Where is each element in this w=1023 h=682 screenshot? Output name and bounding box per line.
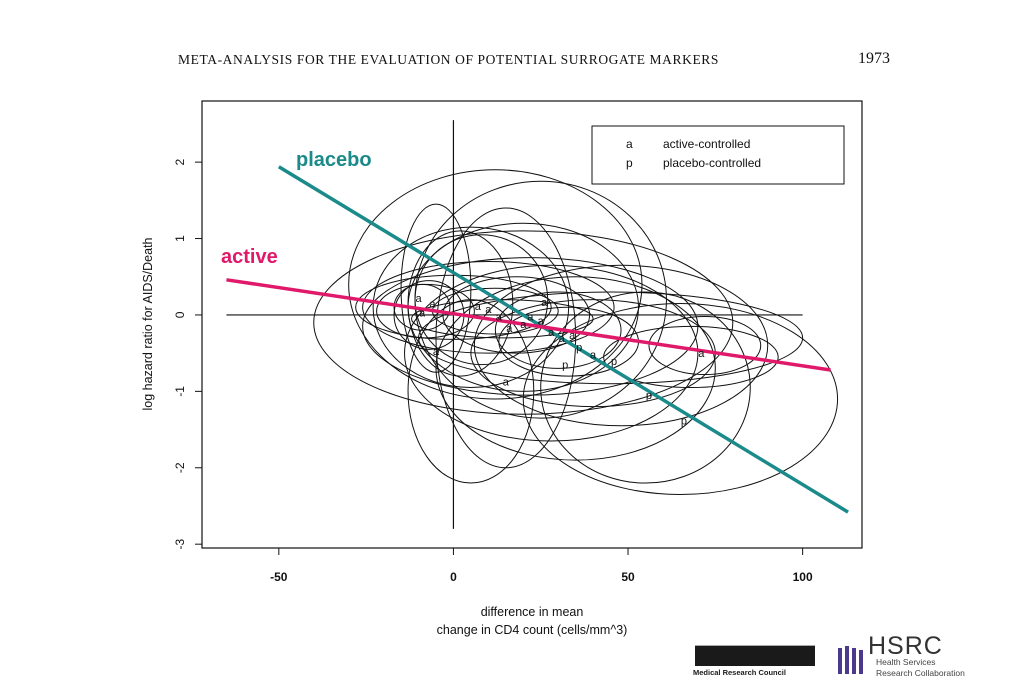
legend-label-active-controlled: active-controlled (663, 137, 750, 151)
page-header: META-ANALYSIS FOR THE EVALUATION OF POTE… (178, 50, 890, 72)
point-a-8: a (506, 323, 513, 335)
page-number: 1973 (858, 50, 890, 67)
mrc-logo (695, 645, 815, 666)
confidence-ellipses (313, 169, 839, 496)
confidence-ellipse-15 (414, 180, 667, 419)
point-a-6: a (485, 304, 492, 316)
plot-frame (201, 100, 863, 549)
confidence-ellipse-18 (313, 230, 734, 415)
confidence-ellipse-21 (404, 264, 699, 442)
y-axis-title: log hazard ratio for AIDS/Death (141, 237, 155, 410)
legend: a active-controlled p placebo-controlled (591, 125, 845, 185)
point-a-18: a (698, 348, 705, 360)
confidence-ellipse-27 (648, 315, 762, 376)
placebo-regression-line (277, 165, 849, 514)
point-p-20: p (576, 342, 582, 354)
legend-box (591, 125, 845, 185)
point-a-15: a (569, 330, 576, 342)
hsrc-subtitle-2: Research Collaboration (876, 668, 965, 678)
legend-symbol-a: a (626, 137, 633, 151)
point-a-16: a (590, 350, 597, 362)
confidence-ellipse-19 (494, 291, 622, 369)
sponsor-logos: Medical Research Council HSRC Health Ser… (690, 630, 1010, 680)
y-tick-label: -2 (173, 462, 187, 473)
point-a-12: a (541, 297, 548, 309)
y-tick-label: -1 (173, 386, 187, 397)
point-a-13: a (548, 327, 555, 339)
point-a-17: a (503, 376, 510, 388)
mrc-caption: Medical Research Council (693, 668, 786, 677)
confidence-ellipse-29 (418, 291, 804, 385)
placebo-line-label: placebo (296, 149, 372, 171)
reference-lines (226, 120, 803, 529)
point-a-10: a (527, 311, 534, 323)
legend-symbol-p: p (626, 156, 633, 170)
hsrc-figures-icon (838, 646, 863, 674)
confidence-ellipse-26 (522, 302, 839, 496)
point-p-21: p (611, 356, 617, 368)
confidence-ellipse-12 (407, 222, 640, 392)
legend-label-placebo-controlled: placebo-controlled (663, 156, 761, 170)
x-tick-label: 50 (621, 570, 635, 584)
point-a-2: a (429, 298, 436, 310)
x-tick-label: 100 (793, 570, 813, 584)
point-a-9: a (520, 319, 527, 331)
x-tick-label: -50 (270, 570, 288, 584)
regression-lines (226, 165, 849, 514)
confidence-ellipse-30 (407, 299, 535, 484)
point-a-7: a (496, 311, 503, 323)
hsrc-wordmark: HSRC (868, 632, 943, 660)
point-a-1: a (415, 293, 422, 305)
point-p-19: p (562, 360, 568, 372)
y-tick-label: 1 (173, 235, 187, 242)
point-p-22: p (646, 390, 652, 402)
confidence-ellipse-1 (362, 260, 615, 354)
active-regression-line (226, 278, 831, 372)
running-title: META-ANALYSIS FOR THE EVALUATION OF POTE… (178, 52, 720, 67)
y-tick-label: 0 (173, 311, 187, 318)
confidence-ellipse-6 (393, 283, 451, 331)
point-a-14: a (559, 333, 566, 345)
confidence-ellipse-28 (603, 325, 779, 389)
y-tick-label: -3 (173, 539, 187, 550)
confidence-ellipse-25 (540, 291, 751, 484)
x-axis: -50 0 50 100 (270, 548, 813, 584)
point-a-4: a (433, 346, 440, 358)
x-axis-title-line-2: change in CD4 count (cells/mm^3) (437, 623, 628, 637)
confidence-ellipse-22 (435, 276, 716, 461)
point-a-11: a (538, 315, 545, 327)
hsrc-subtitle-1: Health Services (876, 657, 936, 667)
point-a-5: a (475, 301, 482, 313)
point-a-3: a (419, 308, 426, 320)
confidence-ellipse-24 (473, 264, 769, 427)
point-p-23: p (681, 415, 687, 427)
x-tick-label: 0 (450, 570, 457, 584)
x-axis-title-line-1: difference in mean (481, 605, 584, 619)
y-tick-label: 2 (173, 158, 187, 165)
y-axis: 2 1 0 -1 -2 -3 (173, 158, 202, 550)
active-line-label: active (221, 246, 278, 268)
